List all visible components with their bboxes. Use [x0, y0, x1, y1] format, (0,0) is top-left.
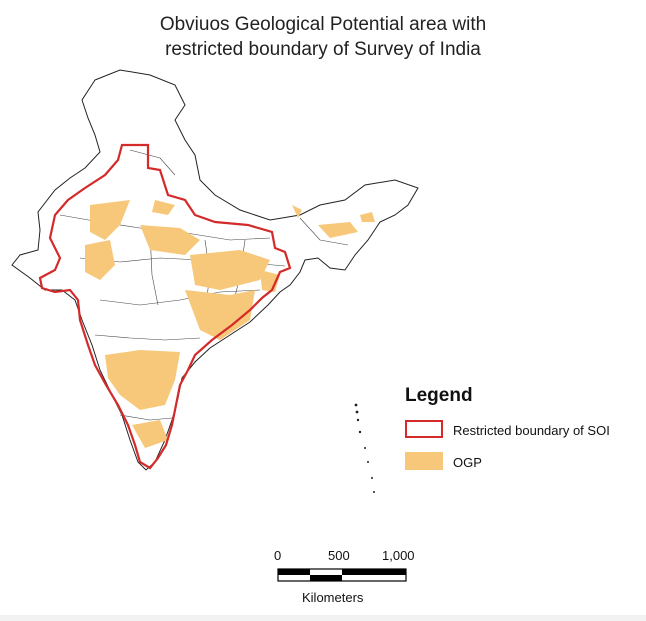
legend-heading: Legend [405, 385, 473, 406]
scale-bar [277, 568, 407, 582]
andaman-nicobar-islands [354, 403, 375, 493]
legend-swatch-ogp [405, 452, 443, 470]
legend-label-soi: Restricted boundary of SOI [453, 423, 610, 438]
map-title-line-2: restricted boundary of Survey of India [165, 39, 481, 60]
scale-unit: Kilometers [302, 590, 364, 605]
scale-tick-0: 0 [274, 548, 282, 563]
legend-swatch-soi [405, 420, 443, 438]
ogp-areas [85, 200, 375, 448]
map-title: Obviuos Geological Potential area with r… [0, 12, 646, 62]
scale-tick-500: 500 [328, 548, 350, 563]
soi-restricted-boundary [38, 143, 292, 470]
bottom-strip [0, 615, 646, 621]
scale-tick-1000: 1,000 [382, 548, 415, 563]
legend-label-ogp: OGP [453, 455, 482, 470]
map-title-line-1: Obviuos Geological Potential area with [159, 14, 487, 35]
